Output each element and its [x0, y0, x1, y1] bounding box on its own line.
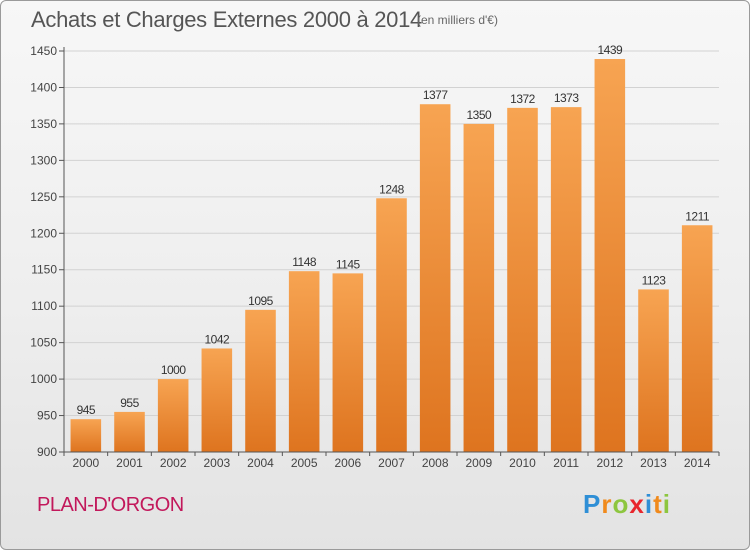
bar-value-label: 1095	[248, 294, 274, 308]
chart-title: Achats et Charges Externes 2000 à 2014	[31, 7, 422, 32]
proxiti-logo[interactable]: Proxiti	[583, 489, 671, 520]
x-tick-label: 2010	[509, 456, 536, 470]
bar-value-label: 1211	[685, 209, 710, 223]
x-tick-label: 2002	[160, 456, 187, 470]
y-tick-label: 1350	[30, 117, 57, 131]
x-tick-label: 2014	[684, 456, 711, 470]
y-axis: 900 950 1000 1050 1100 1150 1200 1250 1300 1350 14…	[30, 44, 64, 459]
y-tick-label: 900	[37, 445, 57, 459]
y-tick-label: 1200	[30, 226, 57, 240]
bar	[288, 271, 320, 452]
bar	[70, 419, 102, 452]
bar	[332, 273, 364, 452]
chart-subtitle: (en milliers d'€)	[417, 13, 498, 27]
bar	[463, 123, 495, 452]
logo-letter: t	[653, 489, 663, 519]
bar-value-label: 1248	[379, 182, 405, 196]
bar-value-label: 1350	[466, 108, 492, 122]
bar-value-label: 1372	[510, 92, 536, 106]
bar	[376, 198, 407, 452]
bar-value-label: 1439	[597, 43, 623, 57]
y-tick-label: 1250	[30, 190, 57, 204]
bar	[681, 225, 713, 452]
x-axis: 2000 2001 2002 2003 2004 2005 2006 2007 2008 2009…	[63, 452, 720, 470]
x-tick-label: 2005	[291, 456, 318, 470]
y-tick-label: 950	[37, 409, 57, 423]
x-tick-label: 2011	[553, 456, 579, 470]
commune-name: PLAN-D'ORGON	[37, 494, 184, 516]
x-tick-label: 2003	[203, 456, 230, 470]
y-tick-label: 1450	[30, 44, 57, 58]
bar-value-label: 1042	[204, 332, 230, 346]
bar-value-label: 1123	[642, 273, 667, 287]
y-tick-label: 1100	[31, 299, 57, 313]
bar-value-label: 1148	[292, 255, 317, 269]
logo-letter: i	[644, 489, 654, 519]
bar	[638, 289, 669, 452]
bar	[550, 107, 582, 452]
logo-letter: r	[601, 489, 613, 519]
x-tick-label: 2008	[422, 456, 449, 470]
y-tick-label: 1300	[30, 153, 57, 167]
bar-value-label: 945	[77, 403, 96, 417]
bar	[201, 348, 233, 452]
logo-letter: o	[612, 489, 630, 519]
y-tick-label: 1150	[31, 263, 57, 277]
x-tick-label: 2007	[378, 456, 405, 470]
x-tick-label: 2006	[334, 456, 361, 470]
bar-value-label: 955	[120, 396, 139, 410]
bar	[157, 379, 189, 452]
value-labels: 945 955 1000 1042 1095 1148 1145 1248 1377 1350 13…	[77, 43, 711, 417]
x-tick-label: 2001	[116, 456, 143, 470]
bar-value-label: 1377	[423, 88, 449, 102]
bar	[594, 59, 626, 453]
bar-value-label: 1145	[336, 257, 361, 271]
x-tick-label: 2012	[596, 456, 623, 470]
x-tick-label: 2000	[72, 456, 99, 470]
y-tick-label: 1000	[30, 372, 57, 386]
x-tick-label: 2004	[247, 456, 274, 470]
x-tick-label: 2013	[640, 456, 667, 470]
bar-value-label: 1373	[554, 91, 580, 105]
y-tick-label: 1400	[30, 80, 57, 94]
bar	[419, 104, 451, 452]
bar	[507, 107, 538, 453]
x-tick-label: 2009	[465, 456, 492, 470]
logo-letter: i	[662, 489, 671, 519]
bar-value-label: 1000	[161, 363, 187, 377]
logo-letter: P	[583, 489, 602, 519]
y-tick-label: 1050	[30, 336, 57, 350]
logo-letter: x	[629, 489, 645, 519]
bars	[70, 59, 713, 453]
bar	[245, 309, 276, 452]
bar	[114, 411, 145, 452]
